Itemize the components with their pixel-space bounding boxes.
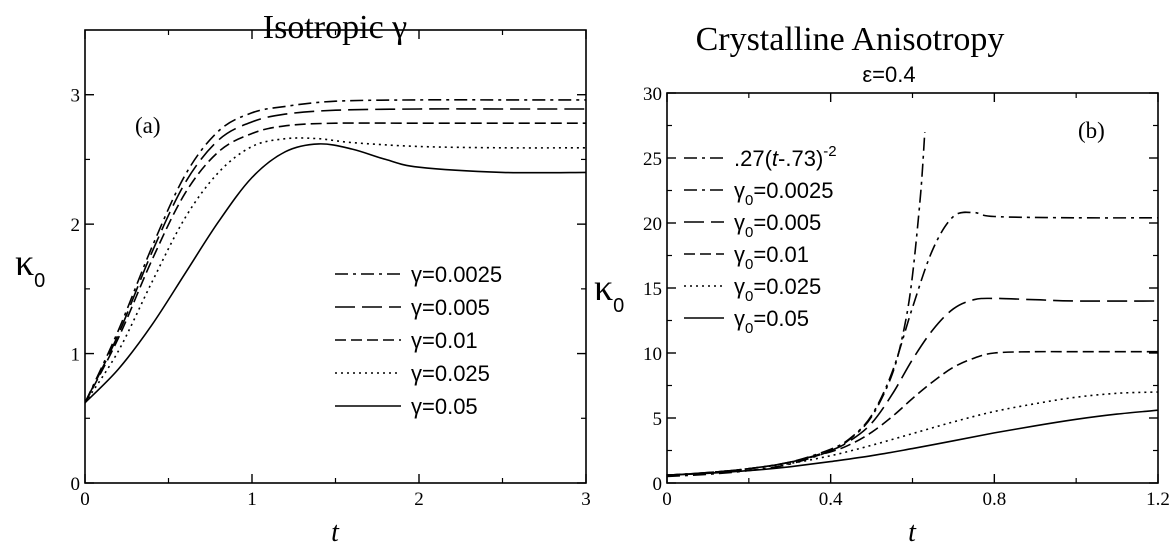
y-tick-label: 0 (71, 474, 81, 495)
legend-label-3: γ0=0.01 (734, 242, 809, 273)
x-tick-label: 1 (247, 489, 257, 510)
series-line-4 (85, 143, 586, 404)
series-line-3 (85, 137, 586, 404)
legend-label-0: .27(t-.73)-2 (734, 143, 837, 171)
legend-label-4: γ0=0.025 (734, 274, 821, 305)
x-tick-label: 2 (414, 489, 424, 510)
y-tick-label: 1 (71, 345, 81, 366)
legend-label-4: γ=0.05 (411, 394, 478, 419)
y-tick-label: 10 (643, 344, 662, 365)
legend-label-1: γ=0.005 (411, 295, 490, 320)
legend-label-1: γ0=0.0025 (734, 178, 833, 209)
legend-label-2: γ0=0.005 (734, 210, 821, 241)
chart-b-ylabel: κ0 (594, 267, 624, 317)
legend-label-0: γ=0.0025 (411, 262, 502, 287)
series-line-0 (85, 99, 586, 404)
y-tick-label: 30 (643, 84, 662, 105)
x-tick-label: 0.4 (819, 489, 843, 510)
y-tick-label: 15 (643, 279, 662, 300)
chart-b-panel-label: (b) (1078, 118, 1105, 143)
series-line-4 (667, 391, 1158, 476)
y-tick-label: 5 (653, 409, 663, 430)
x-tick-label: 3 (581, 489, 591, 510)
legend-label-5: γ0=0.05 (734, 306, 809, 337)
chart-a-panel-label: (a) (135, 113, 161, 138)
chart-a: Isotropic γ (a) t κ0 0 1 2 3 0 1 2 3 γ=0.0025 γ=… (15, 9, 591, 548)
series-line-2 (667, 297, 1158, 476)
y-tick-label: 0 (653, 474, 663, 495)
legend-label-2: γ=0.01 (411, 328, 478, 353)
chart-b-xlabel: t (908, 517, 917, 548)
x-tick-label: 0.8 (982, 489, 1006, 510)
x-tick-label: 1.2 (1146, 489, 1170, 510)
x-tick-label: 0 (662, 489, 672, 510)
chart-a-xlabel: t (331, 517, 340, 548)
y-tick-label: 25 (643, 149, 662, 170)
series-line-3 (667, 350, 1158, 476)
legend-label-3: γ=0.025 (411, 361, 490, 386)
chart-a-frame (84, 29, 587, 484)
y-tick-label: 3 (71, 86, 81, 107)
series-line-2 (85, 122, 586, 404)
chart-b-title: Crystalline Anisotropy (696, 21, 1005, 58)
x-tick-label: 0 (80, 489, 90, 510)
chart-b-subtitle: ε=0.4 (862, 62, 915, 87)
y-tick-label: 20 (643, 214, 662, 235)
series-line-1 (85, 108, 586, 404)
chart-a-ylabel: κ0 (15, 242, 45, 292)
y-tick-label: 2 (71, 215, 81, 236)
chart-a-title: Isotropic γ (263, 9, 407, 46)
series-line-5 (667, 409, 1158, 476)
